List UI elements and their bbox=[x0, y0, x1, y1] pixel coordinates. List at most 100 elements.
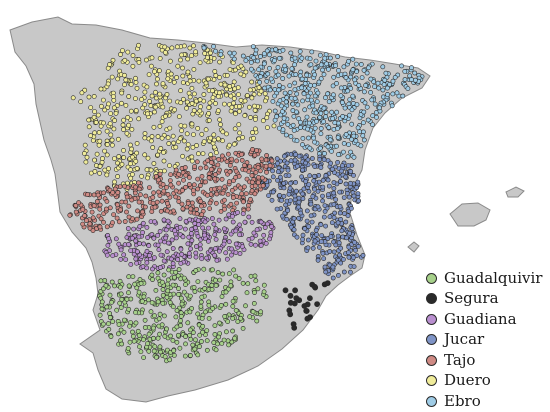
menorca-island bbox=[505, 186, 525, 198]
gauge-point-guadalquivir bbox=[219, 294, 225, 299]
gauge-point-ebro bbox=[363, 83, 368, 88]
gauge-point-ebro bbox=[250, 44, 256, 49]
gauge-point-jucar bbox=[310, 245, 316, 251]
gauge-point-ebro bbox=[385, 92, 390, 97]
gauge-point-tajo bbox=[243, 191, 249, 197]
gauge-point-guadiana bbox=[180, 234, 186, 240]
gauge-point-guadiana bbox=[137, 241, 142, 246]
gauge-point-duero bbox=[236, 122, 242, 127]
gauge-point-duero bbox=[160, 81, 166, 86]
gauge-point-duero bbox=[193, 49, 198, 55]
legend-item-guadiana: Guadiana bbox=[426, 309, 548, 330]
gauge-point-guadiana bbox=[134, 260, 139, 266]
gauge-point-duero bbox=[200, 151, 206, 156]
gauge-point-guadiana bbox=[209, 216, 215, 221]
gauge-point-guadalquivir bbox=[192, 346, 198, 352]
gauge-point-duero bbox=[109, 74, 115, 80]
gauge-point-guadiana bbox=[106, 236, 112, 242]
gauge-point-tajo bbox=[173, 188, 179, 194]
gauge-point-ebro bbox=[362, 100, 368, 106]
legend-label-segura: Segura bbox=[444, 289, 499, 308]
gauge-point-guadiana bbox=[242, 219, 248, 225]
gauge-point-tajo bbox=[222, 184, 228, 190]
gauge-point-tajo bbox=[225, 151, 231, 157]
gauge-point-ebro bbox=[300, 135, 306, 141]
gauge-point-jucar bbox=[337, 252, 342, 258]
gauge-point-guadalquivir bbox=[251, 300, 257, 306]
gauge-point-duero bbox=[195, 125, 201, 131]
gauge-point-duero bbox=[132, 96, 138, 101]
gauge-point-ebro bbox=[361, 67, 367, 73]
gauge-point-guadalquivir bbox=[199, 294, 205, 300]
gauge-point-guadalquivir bbox=[182, 353, 188, 359]
gauge-point-duero bbox=[152, 109, 157, 115]
gauge-point-jucar bbox=[320, 177, 326, 183]
gauge-point-ebro bbox=[364, 104, 370, 110]
gauge-point-ebro bbox=[360, 120, 366, 126]
gauge-point-ebro bbox=[382, 77, 388, 83]
gauge-point-jucar bbox=[331, 201, 337, 207]
gauge-point-duero bbox=[210, 88, 215, 94]
gauge-point-guadalquivir bbox=[118, 284, 123, 290]
gauge-point-tajo bbox=[73, 209, 79, 215]
gauge-point-ebro bbox=[267, 87, 273, 93]
gauge-point-duero bbox=[178, 88, 183, 94]
gauge-point-ebro bbox=[306, 135, 311, 141]
legend-swatch-duero bbox=[426, 375, 437, 387]
gauge-point-duero bbox=[104, 152, 110, 158]
gauge-point-duero bbox=[191, 91, 197, 97]
gauge-point-duero bbox=[262, 91, 268, 97]
legend-label-duero: Duero bbox=[444, 371, 491, 390]
gauge-point-ebro bbox=[201, 45, 207, 51]
gauge-point-guadiana bbox=[125, 226, 131, 231]
gauge-point-tajo bbox=[257, 168, 263, 174]
gauge-point-duero bbox=[122, 72, 127, 78]
gauge-point-guadalquivir bbox=[176, 267, 182, 272]
gauge-point-ebro bbox=[330, 92, 336, 98]
gauge-point-duero bbox=[121, 147, 126, 153]
gauge-point-duero bbox=[84, 154, 90, 160]
gauge-point-guadiana bbox=[136, 234, 142, 240]
gauge-point-tajo bbox=[217, 167, 222, 173]
gauge-point-ebro bbox=[279, 103, 284, 109]
gauge-point-ebro bbox=[282, 63, 288, 69]
gauge-point-jucar bbox=[309, 219, 315, 225]
gauge-point-duero bbox=[185, 69, 191, 75]
gauge-point-guadalquivir bbox=[202, 286, 208, 291]
gauge-point-duero bbox=[150, 145, 156, 150]
gauge-point-ebro bbox=[334, 109, 340, 115]
gauge-point-ebro bbox=[253, 47, 259, 53]
gauge-point-duero bbox=[206, 105, 212, 110]
gauge-point-duero bbox=[106, 101, 111, 107]
gauge-point-ebro bbox=[288, 50, 294, 56]
gauge-point-jucar bbox=[322, 264, 328, 270]
gauge-point-guadalquivir bbox=[141, 294, 147, 300]
gauge-point-duero bbox=[187, 78, 193, 84]
gauge-point-ebro bbox=[297, 49, 303, 54]
gauge-point-duero bbox=[143, 57, 149, 63]
gauge-point-duero bbox=[160, 104, 166, 110]
gauge-point-duero bbox=[227, 84, 233, 89]
gauge-point-tajo bbox=[203, 179, 208, 185]
gauge-point-jucar bbox=[300, 191, 305, 197]
gauge-point-ebro bbox=[290, 101, 296, 107]
gauge-point-jucar bbox=[299, 174, 304, 180]
gauge-point-guadalquivir bbox=[126, 283, 132, 289]
gauge-point-segura bbox=[306, 295, 313, 302]
gauge-point-duero bbox=[123, 77, 129, 83]
gauge-point-duero bbox=[133, 108, 139, 113]
gauge-point-jucar bbox=[315, 188, 321, 194]
gauge-point-jucar bbox=[306, 182, 312, 187]
gauge-point-tajo bbox=[67, 212, 73, 218]
gauge-point-duero bbox=[153, 104, 158, 110]
gauge-point-duero bbox=[256, 85, 262, 90]
gauge-point-duero bbox=[221, 101, 227, 107]
gauge-point-ebro bbox=[298, 125, 303, 130]
gauge-point-duero bbox=[120, 122, 126, 128]
gauge-point-guadiana bbox=[188, 230, 194, 236]
gauge-point-duero bbox=[128, 161, 133, 167]
gauge-point-ebro bbox=[361, 109, 367, 115]
gauge-point-duero bbox=[170, 133, 176, 139]
gauge-point-duero bbox=[189, 101, 195, 106]
gauge-point-guadiana bbox=[140, 220, 146, 226]
